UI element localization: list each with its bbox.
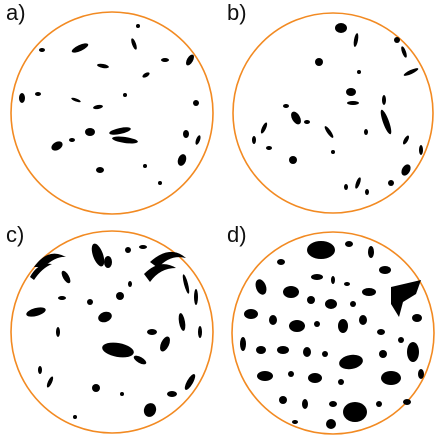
panel-c: c)	[0, 222, 221, 443]
dish-outline	[231, 231, 435, 435]
dish-outline	[10, 230, 214, 434]
panel-d: d)	[221, 222, 442, 443]
dish-image-c	[10, 230, 214, 434]
dish-image-b	[232, 12, 434, 214]
panel-label: c)	[6, 222, 25, 247]
dish-image-a	[10, 11, 214, 215]
particles	[26, 243, 202, 419]
panel-a: a)	[0, 0, 221, 221]
particles	[240, 241, 424, 429]
particles	[19, 24, 201, 185]
dish-outline	[10, 11, 214, 215]
panel-label: b)	[227, 0, 247, 25]
particles	[252, 23, 423, 195]
panel-label: a)	[6, 0, 26, 25]
dish-image-d	[231, 231, 435, 435]
panel-b: b)	[221, 0, 442, 221]
dish-outline	[232, 12, 434, 214]
panel-label: d)	[227, 222, 247, 247]
